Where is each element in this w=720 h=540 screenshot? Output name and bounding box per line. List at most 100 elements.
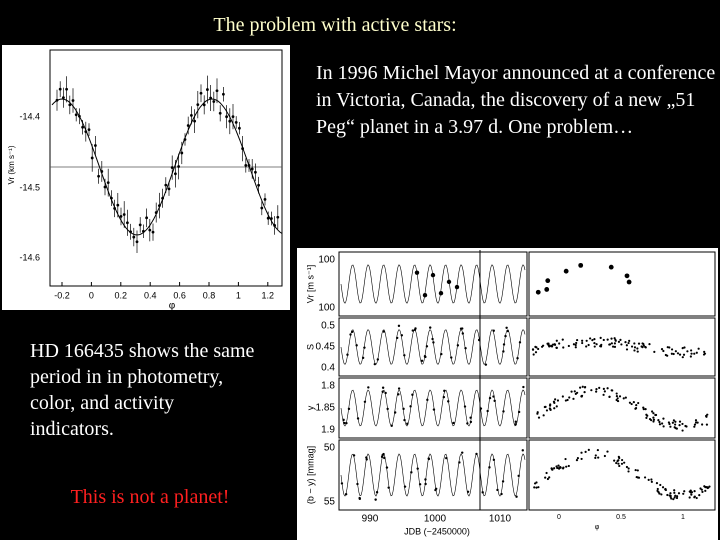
point	[594, 456, 597, 459]
point	[416, 467, 419, 470]
point	[375, 491, 379, 494]
point	[403, 354, 406, 357]
point	[555, 346, 558, 349]
point	[167, 187, 171, 191]
point	[675, 496, 679, 500]
point	[585, 339, 588, 342]
point	[596, 448, 599, 452]
point	[461, 451, 464, 454]
point	[606, 387, 609, 390]
point	[177, 165, 181, 168]
point	[669, 425, 672, 428]
point	[624, 396, 627, 399]
point	[641, 346, 644, 349]
point	[535, 481, 538, 484]
point	[257, 183, 260, 187]
point	[542, 344, 545, 347]
point	[618, 395, 622, 398]
point	[599, 336, 602, 339]
point	[382, 330, 386, 333]
point	[555, 465, 558, 468]
point	[488, 396, 492, 400]
point	[614, 339, 617, 342]
point	[570, 390, 573, 393]
point	[656, 489, 659, 493]
point	[486, 409, 489, 413]
point	[409, 405, 412, 408]
point	[644, 346, 647, 349]
point	[492, 458, 496, 462]
point	[690, 349, 693, 352]
point	[620, 343, 623, 346]
point	[647, 478, 650, 481]
y-tick-label: 55	[324, 497, 336, 508]
point	[202, 103, 206, 107]
slide-title: The problem with active stars:	[213, 14, 457, 36]
point	[558, 342, 561, 345]
sine-fit	[340, 453, 526, 497]
point	[650, 480, 653, 483]
point	[461, 332, 465, 335]
point	[215, 89, 219, 93]
point	[411, 329, 414, 332]
point	[542, 414, 545, 417]
point	[633, 349, 636, 352]
point	[228, 119, 232, 123]
y-axis-label: Vr (km s⁻¹)	[7, 145, 16, 184]
panel-label: S	[305, 344, 315, 350]
point	[618, 456, 621, 460]
point	[628, 339, 631, 342]
point	[624, 341, 627, 344]
point	[343, 421, 346, 425]
point	[206, 88, 209, 91]
point	[103, 185, 107, 189]
point	[593, 341, 596, 345]
note-text: HD 166435 shows the same period in in ph…	[30, 340, 255, 440]
point	[615, 392, 618, 395]
point	[145, 216, 149, 220]
figure-activity-panels: Vr [m s⁻¹]100 100 S 0.5 0.45 0.4 y 1.8 1.85 1.9 (b…	[297, 248, 718, 540]
point	[572, 397, 575, 400]
y-tick-label: 100	[318, 255, 335, 266]
point	[358, 497, 362, 501]
point	[608, 395, 611, 399]
y-tick-label: 0.45	[316, 342, 336, 353]
point	[624, 273, 630, 279]
point	[566, 398, 569, 402]
x-tick-label: 1	[681, 514, 685, 521]
point	[581, 339, 584, 342]
point	[62, 96, 65, 100]
point	[496, 488, 499, 492]
point	[627, 341, 630, 345]
y-tick-label: 1.85	[316, 403, 336, 414]
point	[231, 115, 235, 119]
point	[365, 458, 368, 461]
point	[544, 476, 547, 479]
point	[615, 394, 619, 398]
point	[126, 221, 129, 225]
point	[397, 324, 401, 328]
point	[119, 215, 123, 218]
point	[613, 345, 617, 348]
point	[383, 456, 386, 460]
point	[426, 398, 429, 402]
point	[662, 417, 665, 420]
y-tick-label: 100	[318, 303, 335, 314]
panel-label: y	[305, 405, 315, 410]
point	[454, 284, 460, 290]
point	[621, 458, 624, 462]
point	[244, 164, 248, 167]
point	[247, 164, 251, 167]
point	[689, 355, 692, 358]
y-tick-label: 0.4	[321, 363, 335, 374]
point	[440, 352, 443, 356]
point	[673, 489, 676, 492]
point	[414, 270, 420, 275]
point	[693, 423, 697, 426]
point	[568, 396, 571, 399]
point	[132, 235, 136, 239]
point	[678, 424, 681, 427]
y-tick-label: -14.6	[19, 252, 40, 262]
point	[427, 457, 431, 461]
